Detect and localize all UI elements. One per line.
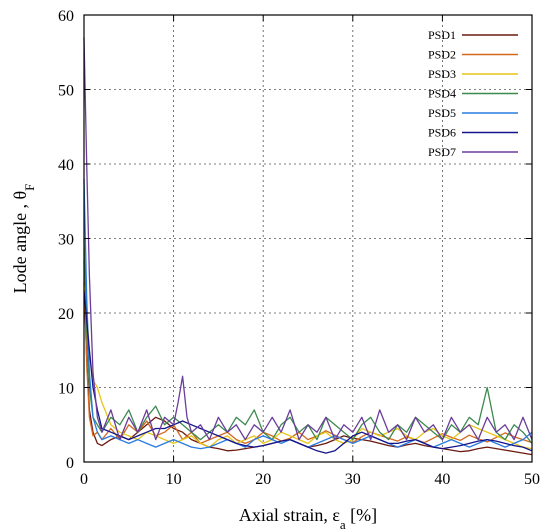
legend-label-psd3: PSD3 (428, 67, 456, 81)
series-lines (83, 37, 533, 456)
legend-label-psd2: PSD2 (428, 48, 456, 62)
legend-label-psd1: PSD1 (428, 28, 456, 42)
legend-label-psd7: PSD7 (428, 145, 456, 159)
grid (84, 15, 532, 462)
legend: PSD1 PSD2 PSD3 PSD4 PSD5 PSD6 PSD7 (428, 28, 518, 159)
y-axis-ticks: 0 10 20 30 40 50 60 (58, 8, 532, 472)
y-tick-label: 10 (58, 381, 74, 398)
y-tick-label: 0 (66, 455, 74, 472)
x-tick-label: 40 (434, 471, 450, 488)
x-tick-label: 0 (80, 471, 88, 488)
series-line-psd6 (83, 290, 533, 454)
legend-label-psd4: PSD4 (428, 87, 456, 101)
legend-label-psd6: PSD6 (428, 126, 456, 140)
series-line-psd3 (83, 283, 533, 450)
x-tick-label: 50 (524, 471, 540, 488)
x-tick-label: 10 (166, 471, 182, 488)
x-axis-ticks: 0 10 20 30 40 50 (80, 15, 540, 488)
series-line-psd7 (83, 37, 533, 441)
y-tick-label: 40 (58, 157, 74, 174)
series-line-psd2 (83, 260, 533, 445)
x-axis-title: Axial strain, εa [%] (239, 505, 377, 532)
y-tick-label: 60 (58, 8, 74, 25)
y-tick-label: 50 (58, 83, 74, 100)
y-tick-label: 20 (58, 306, 74, 323)
x-tick-label: 30 (345, 471, 361, 488)
y-axis-title: Lode angle , θF (10, 184, 37, 294)
series-line-psd4 (83, 238, 533, 444)
series-line-psd5 (83, 178, 533, 450)
x-tick-label: 20 (255, 471, 271, 488)
legend-label-psd5: PSD5 (428, 106, 456, 120)
y-tick-label: 30 (58, 232, 74, 249)
